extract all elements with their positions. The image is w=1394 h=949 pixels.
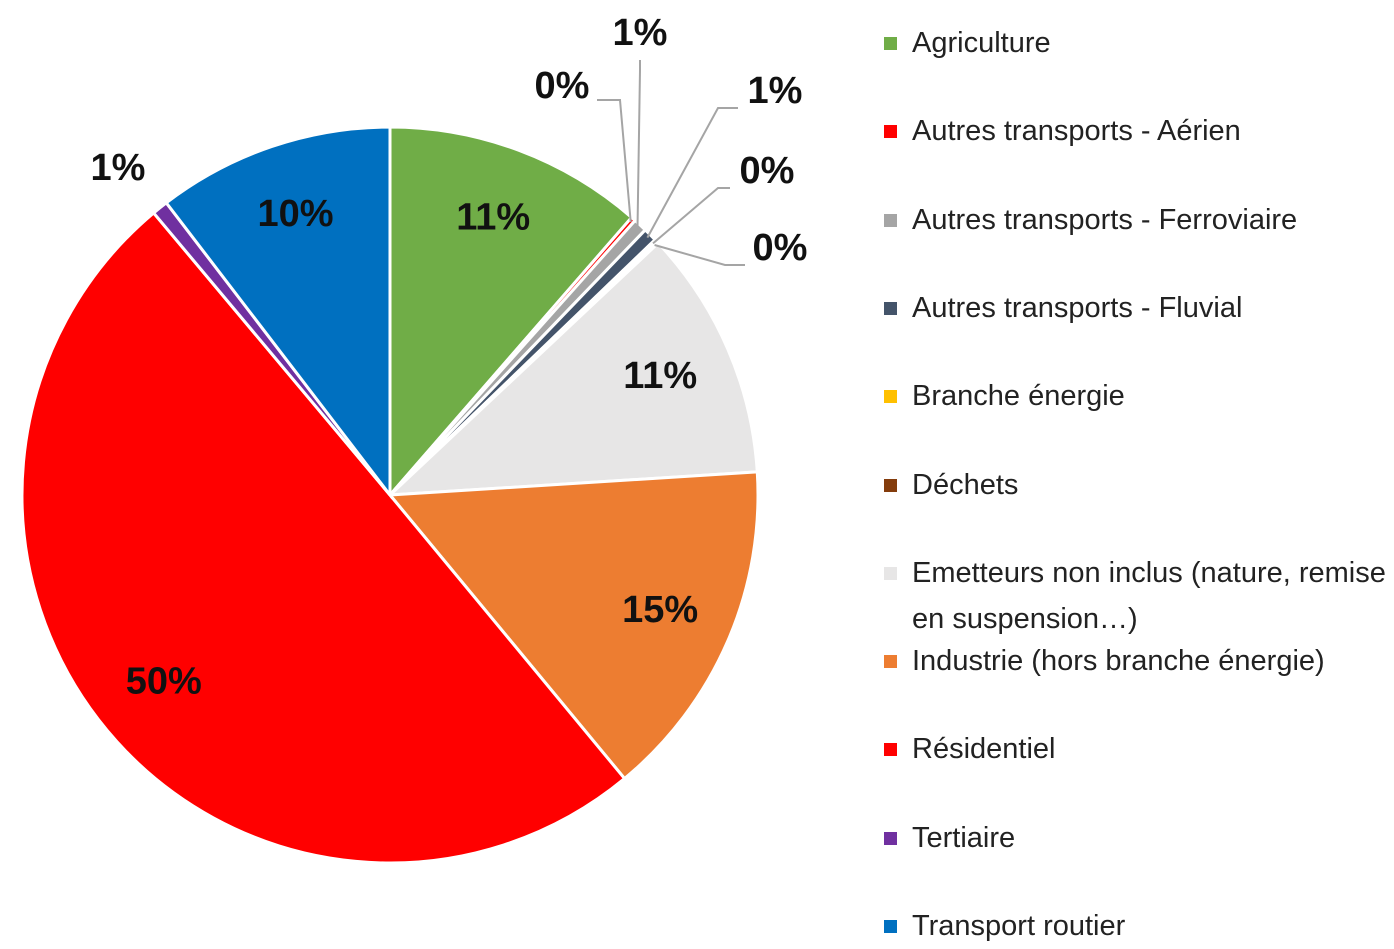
legend-item: Emetteurs non inclus (nature, remise en … [880,550,1390,642]
legend-label: Résidentiel [912,733,1056,766]
legend-swatch [884,478,897,492]
legend-swatch [884,831,897,845]
legend-swatch [884,743,897,757]
legend-label: Transport routier [912,910,1126,942]
data-label: 10% [257,193,333,235]
legend-label: Industrie (hors branche énergie) [912,645,1325,678]
legend-label: Agriculture [912,27,1051,59]
legend-swatch [884,390,897,404]
legend-label: Branche énergie [912,380,1125,413]
legend-swatch [884,655,897,669]
pie-slice [164,125,392,500]
legend-label: Autres transports - Fluvial [912,291,1243,324]
data-label: 0% [740,150,795,192]
legend-item: Autres transports - Aérien [880,108,1390,154]
data-label: 1% [613,12,668,54]
chart: 11% 0% 1% 1% 0% 0% 11% 15% 50% 1% 10% [20,12,808,865]
data-label: 0% [753,227,808,269]
legend-item: Branche énergie [880,373,1390,419]
legend-label: Autres transports - Aérien [912,115,1241,148]
legend-item: Autres transports - Ferroviaire [880,197,1390,243]
legend-item: Résidentiel [880,726,1390,772]
legend-item: Industrie (hors branche énergie) [880,638,1390,684]
data-label: 50% [126,660,202,702]
legend-item: Agriculture [880,20,1390,66]
legend-item: Déchets [880,462,1390,508]
legend-swatch [884,125,897,139]
data-label: 11% [623,355,697,397]
data-label: 11% [456,196,530,238]
leader-line [646,107,738,239]
legend-item: Autres transports - Fluvial [880,285,1390,331]
legend-swatch [884,37,897,50]
data-label: 1% [91,147,146,189]
legend-swatch [884,213,897,227]
leader-line [597,99,632,223]
legend-label: Déchets [912,468,1019,501]
data-label: 0% [535,65,590,107]
legend-label: Emetteurs non inclus (nature, remise en … [912,556,1386,635]
leader-line [652,187,730,245]
legend-label: Tertiaire [912,821,1016,854]
data-label: 15% [622,589,698,631]
data-label: 1% [748,70,803,112]
leader-line [654,244,745,266]
pie-slice [385,240,759,497]
legend-swatch [884,301,897,315]
pie-slice [20,210,627,865]
pie-slice [386,470,760,781]
legend-label: Autres transports - Ferroviaire [912,203,1298,236]
legend-swatch [884,920,897,933]
leader-line [636,60,641,229]
legend-swatch [884,566,897,580]
legend-item: Tertiaire [880,815,1390,861]
legend-item: Transport routier [880,903,1390,949]
pie-slice [388,125,634,500]
